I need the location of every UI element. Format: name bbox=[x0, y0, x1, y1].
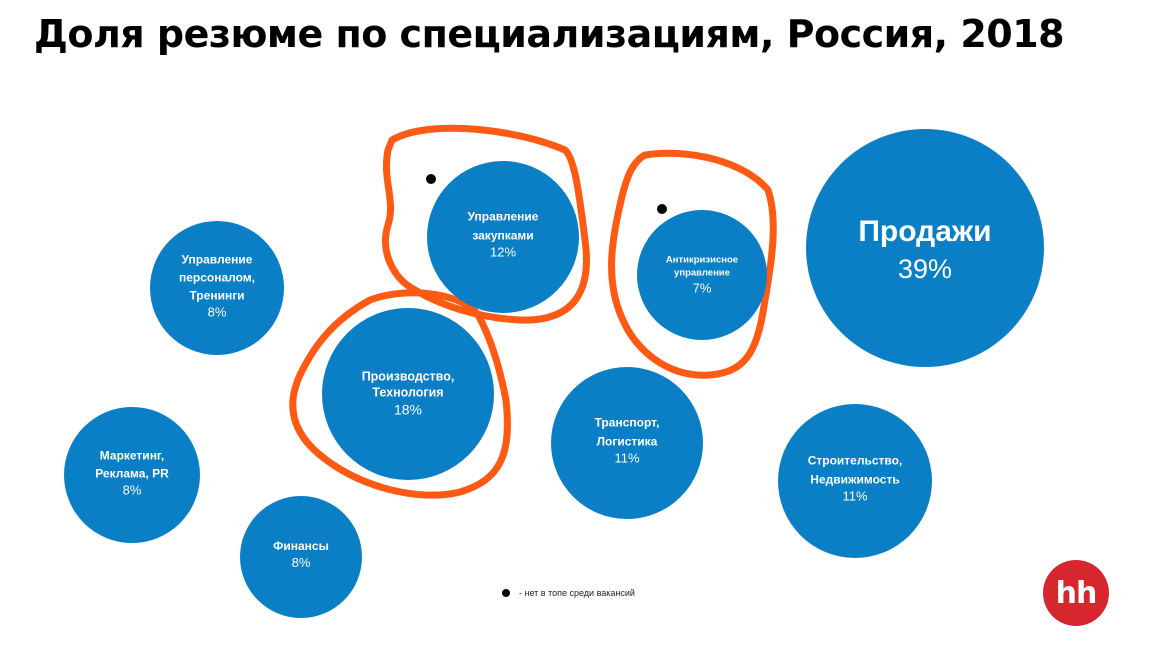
bubble-7-value-label: 8% bbox=[123, 483, 142, 498]
bubble-3-name-line: Управление bbox=[468, 210, 539, 224]
bubble-5-circle bbox=[778, 404, 932, 558]
bubble-2: Производство, Технология 18% bbox=[322, 308, 494, 480]
bubble-9-not-in-top-dot-icon bbox=[657, 204, 667, 214]
bubble-6: Управление персоналом, Тренинги 8% bbox=[150, 221, 284, 355]
bubbles: Продажи 39% Производство, Технология 18% Упра… bbox=[64, 129, 1044, 618]
bubble-6-name-line: персоналом, bbox=[179, 271, 255, 285]
bubble-2-circle bbox=[322, 308, 494, 480]
bubble-9: Антикризисное управление 7% bbox=[637, 210, 767, 340]
bubble-1-value-label: 39% bbox=[898, 254, 952, 284]
bubble-9-name-line: Антикризисное bbox=[666, 255, 738, 266]
highlight-outlines bbox=[289, 124, 777, 499]
bubble-3-not-in-top-dot-icon bbox=[426, 174, 436, 184]
bubble-7-name-line: Маркетинг, bbox=[100, 449, 164, 463]
bubble-8-value-label: 8% bbox=[292, 555, 311, 570]
bubble-9-name-line: управление bbox=[674, 268, 730, 279]
bubble-9-circle bbox=[637, 210, 767, 340]
bubble-5-name-line: Строительство, bbox=[808, 454, 903, 468]
bubble-6-value-label: 8% bbox=[208, 305, 227, 320]
legend-text: - нет в топе среди вакансий bbox=[519, 588, 635, 598]
bubble-9-highlight-outline bbox=[608, 149, 777, 379]
bubble-5-value-label: 11% bbox=[842, 489, 867, 504]
bubble-7: Маркетинг, Реклама, PR 8% bbox=[64, 407, 200, 543]
bubble-4-name-line: Транспорт, bbox=[595, 416, 660, 430]
bubble-2-value-label: 18% bbox=[394, 402, 422, 418]
bubble-6-name-line: Управление bbox=[182, 253, 253, 267]
chart-title: Доля резюме по специализациям, Россия, 2… bbox=[34, 12, 1065, 56]
bubble-3-value-label: 12% bbox=[490, 245, 516, 260]
bubble-7-name-line: Реклама, PR bbox=[95, 467, 169, 481]
bubble-5-name-line: Недвижимость bbox=[810, 473, 899, 487]
not-in-top-markers bbox=[426, 174, 667, 214]
bubble-5: Строительство, Недвижимость 11% bbox=[778, 404, 932, 558]
hh-logo: hh bbox=[1043, 560, 1109, 626]
bubble-8-name-line: Финансы bbox=[273, 539, 329, 553]
bubble-8-circle bbox=[240, 496, 362, 618]
bubble-4: Транспорт, Логистика 11% bbox=[551, 367, 703, 519]
legend: - нет в топе среди вакансий bbox=[502, 588, 635, 598]
bubble-4-circle bbox=[551, 367, 703, 519]
bubble-1-name-line: Продажи bbox=[858, 215, 991, 248]
bubble-4-value-label: 11% bbox=[614, 451, 639, 466]
bubble-3-name-line: закупками bbox=[472, 229, 533, 243]
bubble-1-circle bbox=[806, 129, 1044, 367]
bubble-6-name-line: Тренинги bbox=[189, 289, 244, 303]
bubble-8: Финансы 8% bbox=[240, 496, 362, 618]
bubble-2-name-line: Технология bbox=[372, 386, 443, 400]
bubble-9-value-label: 7% bbox=[693, 281, 712, 296]
bubble-4-name-line: Логистика bbox=[597, 435, 658, 449]
bubble-3-circle bbox=[427, 161, 579, 313]
bubble-3-highlight-outline bbox=[382, 124, 590, 324]
bubble-3: Управление закупками 12% bbox=[427, 161, 579, 313]
bubble-6-circle bbox=[150, 221, 284, 355]
bubble-2-name-line: Производство, bbox=[362, 370, 455, 384]
bubble-7-circle bbox=[64, 407, 200, 543]
bubble-1: Продажи 39% bbox=[806, 129, 1044, 367]
legend-marker-dot-icon bbox=[502, 589, 510, 597]
